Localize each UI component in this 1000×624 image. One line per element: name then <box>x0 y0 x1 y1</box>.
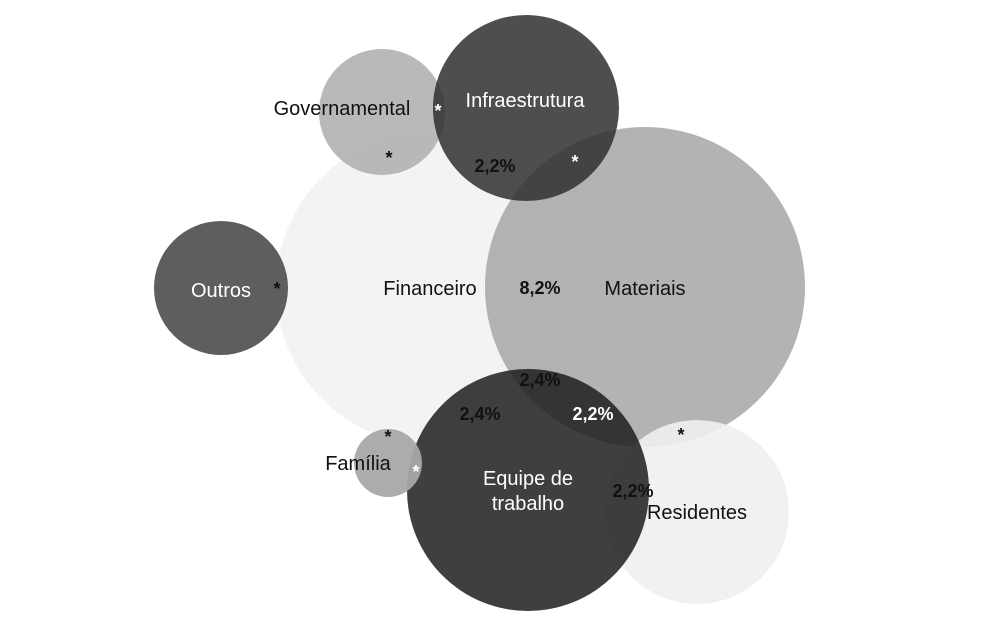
label-equipe-line2: trabalho <box>492 493 564 515</box>
label-materiais: Materiais <box>604 278 685 300</box>
marker-governamental-infraestrutura: * <box>434 101 441 121</box>
circle-materiais <box>485 127 805 447</box>
label-equipe-line1: Equipe de <box>483 468 573 490</box>
circle-outros <box>154 221 288 355</box>
pct-financeiro-materiais-equipe: 2,4% <box>519 370 560 390</box>
circle-governamental <box>319 49 445 175</box>
pct-financeiro-infraestrutura: 2,2% <box>474 156 515 176</box>
marker-governamental-financeiro: * <box>385 148 392 168</box>
circle-familia <box>354 429 422 497</box>
pct-financeiro-materiais: 8,2% <box>519 278 560 298</box>
pct-equipe-residentes: 2,2% <box>612 481 653 501</box>
marker-familia-financeiro: * <box>384 427 391 447</box>
pct-materiais-equipe: 2,2% <box>572 404 613 424</box>
circle-equipe <box>407 369 649 611</box>
label-infraestrutura: Infraestrutura <box>466 90 586 112</box>
label-financeiro: Financeiro <box>383 278 476 300</box>
circle-residentes <box>605 420 789 604</box>
label-outros: Outros <box>191 280 251 302</box>
label-governamental: Governamental <box>274 98 411 120</box>
pct-financeiro-equipe: 2,4% <box>459 404 500 424</box>
marker-outros-financeiro: * <box>273 279 280 299</box>
label-residentes: Residentes <box>647 502 747 524</box>
marker-familia-equipe: * <box>412 462 419 482</box>
marker-materiais-residentes: * <box>677 425 684 445</box>
label-familia: Família <box>325 453 391 475</box>
marker-infraestrutura-materiais: * <box>571 152 578 172</box>
circle-infraestrutura <box>433 15 619 201</box>
